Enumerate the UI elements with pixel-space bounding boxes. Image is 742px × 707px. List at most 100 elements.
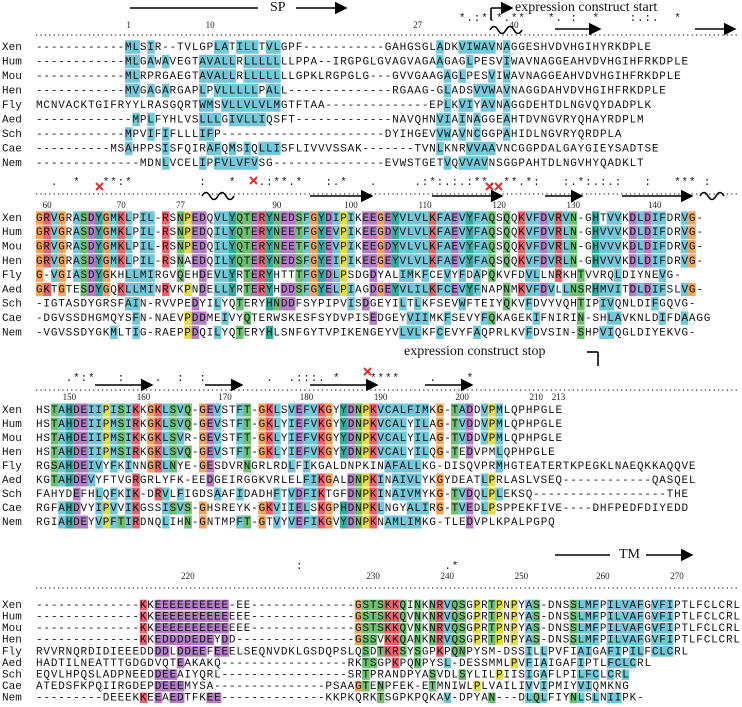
residue-shade	[517, 282, 526, 297]
residue-shade	[480, 211, 489, 225]
residue-shade	[221, 646, 229, 657]
residue-shade	[473, 325, 481, 340]
residue-shade	[169, 445, 177, 459]
residue-shade	[206, 54, 215, 69]
residue-shade	[169, 417, 177, 431]
residue-shade	[473, 112, 481, 127]
residue-shade	[576, 282, 585, 297]
residue-shade	[161, 282, 170, 297]
residue-shade	[450, 239, 459, 254]
residue-shade	[399, 254, 407, 268]
residue-shade	[332, 254, 341, 268]
residue-shade	[473, 611, 481, 622]
residue-shade	[154, 431, 163, 445]
residue-shade	[547, 254, 555, 268]
residue-shade	[362, 680, 370, 692]
residue-shade	[50, 431, 59, 445]
residue-shade	[58, 501, 66, 515]
residue-shade	[236, 297, 244, 311]
residue-shade	[658, 611, 667, 622]
residue-shade	[176, 225, 185, 239]
species-label: Hen	[2, 256, 22, 268]
residue-shade	[58, 403, 66, 417]
residue-shade	[628, 211, 637, 225]
residue-shade	[458, 634, 467, 646]
residue-shade	[339, 268, 348, 282]
residue-shade	[480, 254, 489, 268]
residue-shade	[302, 431, 311, 445]
residue-shade	[95, 239, 103, 254]
residue-shade	[139, 225, 148, 239]
residue-shade	[339, 431, 348, 445]
residue-shade	[139, 268, 148, 282]
residue-shade	[376, 501, 385, 515]
residue-shade	[213, 297, 222, 311]
residue-shade	[436, 417, 444, 431]
residue-shade	[206, 634, 215, 646]
residue-shade	[473, 156, 481, 170]
residue-shade	[369, 473, 378, 487]
residue-shade	[628, 622, 637, 634]
residue-shade	[636, 622, 644, 634]
residue-shade	[347, 487, 355, 501]
residue-shade	[458, 646, 467, 657]
residue-shade	[147, 282, 155, 297]
residue-shade	[384, 646, 392, 657]
residue-shade	[58, 431, 66, 445]
residue-shade	[302, 403, 311, 417]
residue-shade	[325, 431, 333, 445]
residue-shade	[532, 239, 541, 254]
residue-shade	[614, 622, 622, 634]
residue-shade	[651, 297, 659, 311]
residue-shade	[265, 445, 274, 459]
residue-shade	[362, 515, 370, 529]
residue-shade	[458, 622, 467, 634]
residue-shade	[391, 211, 400, 225]
residue-shade	[228, 54, 237, 69]
residue-shade	[147, 112, 155, 127]
residue-shade	[65, 431, 74, 445]
residue-shade	[369, 634, 378, 646]
residue-shade	[176, 403, 185, 417]
residue-shade	[569, 225, 578, 239]
residue-shade	[176, 501, 185, 515]
residue-shade	[243, 431, 252, 445]
residue-shade	[102, 501, 111, 515]
residue-shade	[199, 611, 207, 622]
residue-shade	[436, 611, 444, 622]
residue-shade	[576, 325, 585, 340]
residue-shade	[184, 225, 192, 239]
residue-shade	[176, 487, 185, 501]
residue-shade	[658, 311, 667, 325]
residue-shade	[413, 445, 422, 459]
residue-shade	[43, 254, 52, 268]
residue-shade	[161, 254, 170, 268]
residue-shade	[688, 254, 696, 268]
residue-shade	[465, 515, 474, 529]
residue-shade	[124, 282, 133, 297]
residue-shade	[354, 487, 363, 501]
residue-shade	[258, 98, 266, 112]
residue-shade	[628, 225, 637, 239]
residue-shade	[569, 692, 578, 704]
species-label: Mou	[2, 623, 22, 635]
residue-shade	[421, 211, 429, 225]
residue-shade	[539, 254, 548, 268]
residue-shade	[73, 239, 81, 254]
ruler-number: 200	[455, 392, 469, 402]
species-label: Aed	[2, 114, 22, 126]
residue-shade	[184, 599, 192, 611]
residue-shade	[539, 211, 548, 225]
residue-shade	[362, 646, 370, 657]
residue-shade	[458, 239, 467, 254]
residue-shade	[332, 225, 341, 239]
residue-shade	[154, 459, 163, 473]
ruler-number: 27	[413, 20, 423, 30]
residue-shade	[213, 141, 222, 156]
residue-shade	[258, 417, 266, 431]
residue-shade	[376, 646, 385, 657]
alignment-block: Xen GRVGRASDYGMKLPIL-RSNPEDQVLYQTERYNEDSF…	[2, 177, 740, 339]
residue-shade	[161, 83, 170, 98]
residue-shade	[599, 239, 607, 254]
